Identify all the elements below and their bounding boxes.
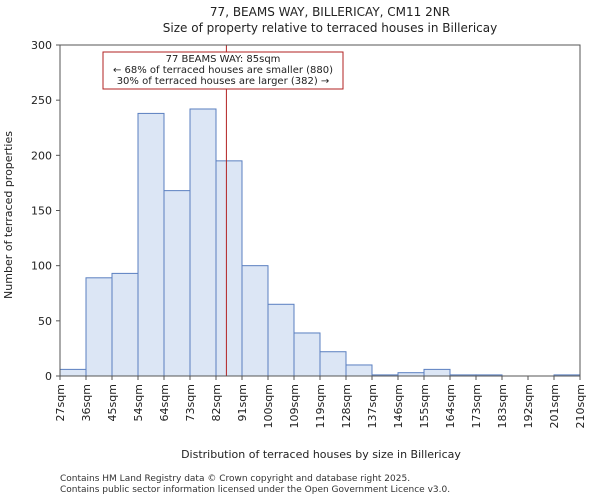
x-tick-label: 91sqm (236, 384, 249, 421)
x-axis-ticks: 27sqm 36sqm 45sqm 54sqm 64sqm 73sqm 82sqm 91sqm… (54, 376, 587, 428)
annotation-line-1: 77 BEAMS WAY: 85sqm (166, 54, 281, 65)
x-tick-label: 73sqm (184, 384, 197, 421)
annotation-frame (102, 51, 344, 90)
plot-frame (59, 44, 581, 377)
bar (345, 364, 373, 377)
histogram-chart: 77, BEAMS WAY, BILLERICAY, CM11 2NR Size… (2, 5, 587, 461)
x-axis-label: Distribution of terraced houses by size … (181, 448, 461, 461)
annotation-line-2: ← 68% of terraced houses are smaller (88… (113, 65, 333, 76)
x-tick-label: 164sqm (444, 384, 457, 428)
x-tick-label: 192sqm (522, 384, 535, 428)
y-axis: 0 50 100 150 200 250 300 (31, 39, 60, 383)
x-tick-label: 64sqm (158, 384, 171, 421)
footer-line-1: Contains HM Land Registry data © Crown c… (60, 474, 411, 484)
y-tick-label: 200 (31, 149, 52, 162)
y-tick-label: 150 (31, 205, 52, 218)
chart-subtitle: Size of property relative to terraced ho… (163, 21, 497, 35)
chart-title: 77, BEAMS WAY, BILLERICAY, CM11 2NR (210, 5, 450, 19)
x-tick-label: 128sqm (340, 384, 353, 428)
x-tick-label: 82sqm (210, 384, 223, 421)
x-tick-label: 155sqm (418, 384, 431, 428)
bar (137, 112, 165, 377)
x-tick-label: 173sqm (470, 384, 483, 428)
x-tick-label: 36sqm (80, 384, 93, 421)
x-tick-label: 137sqm (366, 384, 379, 428)
bar (423, 368, 451, 377)
annotation-box: 77 BEAMS WAY: 85sqm ← 68% of terraced ho… (102, 51, 344, 90)
x-tick-label: 183sqm (496, 384, 509, 428)
x-tick-label: 146sqm (392, 384, 405, 428)
x-tick-label: 100sqm (262, 384, 275, 428)
x-tick-label: 27sqm (54, 384, 67, 421)
y-tick-label: 50 (38, 315, 52, 328)
annotation-line-3: 30% of terraced houses are larger (382) … (117, 76, 330, 87)
bar (215, 160, 243, 377)
x-tick-label: 109sqm (288, 384, 301, 428)
bar (85, 277, 113, 377)
x-tick-label: 54sqm (132, 384, 145, 421)
x-tick-label: 201sqm (548, 384, 561, 428)
y-tick-label: 250 (31, 94, 52, 107)
y-tick-label: 300 (31, 39, 52, 52)
y-axis-label: Number of terraced properties (2, 131, 15, 299)
x-tick-label: 119sqm (314, 384, 327, 428)
y-tick-label: 100 (31, 260, 52, 273)
bar (267, 303, 295, 377)
x-tick-label: 45sqm (106, 384, 119, 421)
bars-group (59, 108, 581, 377)
bar (111, 272, 139, 377)
bar (59, 368, 87, 377)
y-tick-label: 0 (45, 370, 52, 383)
footer-line-2: Contains public sector information licen… (60, 485, 451, 495)
bar (189, 108, 217, 377)
bar (293, 332, 321, 377)
bar (163, 190, 191, 377)
x-tick-label: 210sqm (574, 384, 587, 428)
bar (319, 351, 347, 377)
bar (241, 265, 269, 377)
